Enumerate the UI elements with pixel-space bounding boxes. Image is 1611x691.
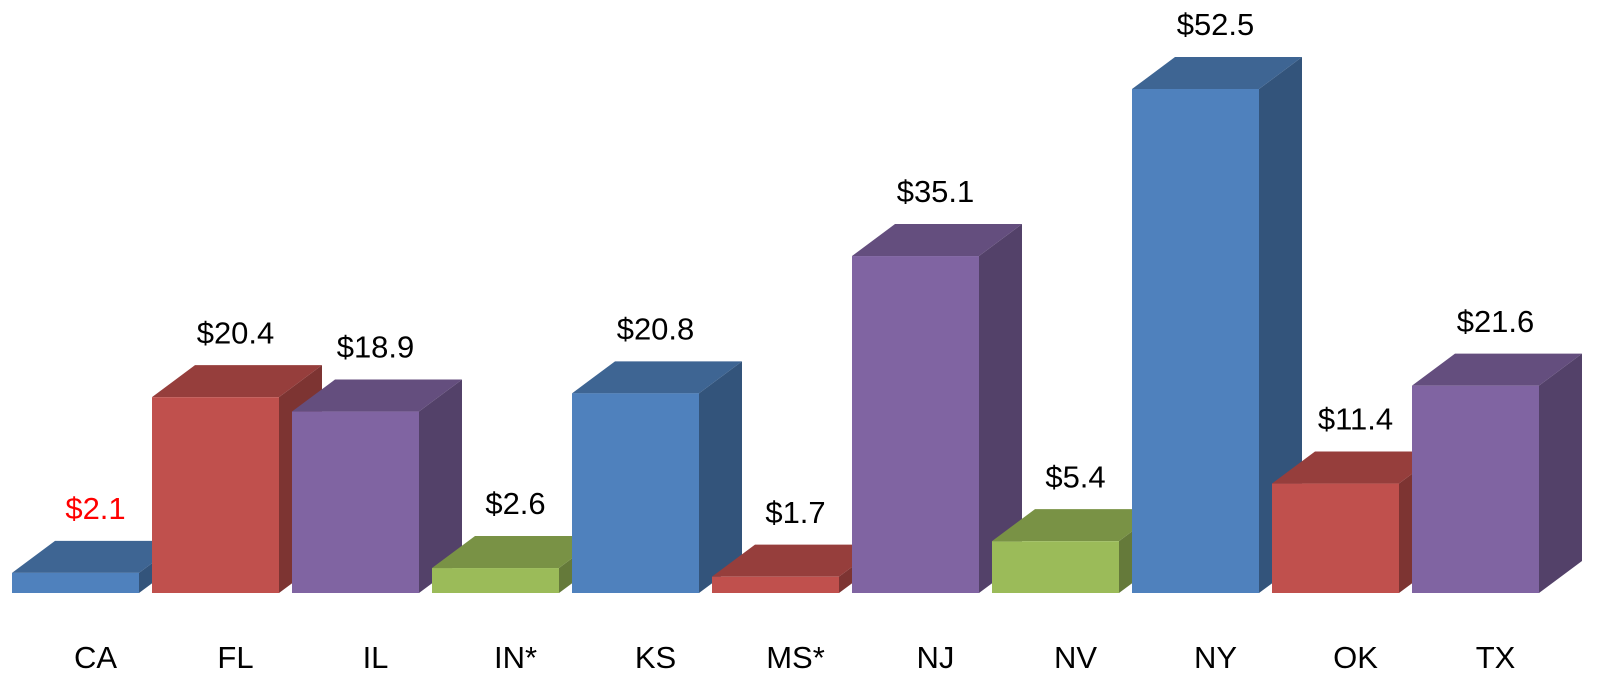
value-label: $11.4 <box>1318 402 1393 437</box>
bar-side <box>1259 57 1302 593</box>
value-label: $35.1 <box>897 174 975 209</box>
x-tick-label: KS <box>635 640 676 675</box>
value-label: $21.6 <box>1457 304 1535 339</box>
bar-top <box>12 540 182 573</box>
bar-top <box>152 365 322 398</box>
x-tick-label: NY <box>1194 640 1237 675</box>
bar-top <box>1132 57 1302 89</box>
bar-top <box>572 361 742 394</box>
bar <box>432 568 559 593</box>
bar <box>1132 89 1259 593</box>
bar-top <box>292 379 462 412</box>
bar-top <box>1412 353 1582 386</box>
bar <box>1412 385 1539 593</box>
bar-side <box>1539 353 1582 593</box>
value-label: $20.4 <box>197 315 275 350</box>
bar <box>992 541 1119 593</box>
value-label: $1.7 <box>765 495 825 530</box>
bar <box>12 572 139 593</box>
x-tick-label: OK <box>1333 640 1378 675</box>
x-tick-label: IL <box>363 640 389 675</box>
x-tick-label: CA <box>74 640 117 675</box>
value-label: $52.5 <box>1177 7 1255 42</box>
value-label: $2.1 <box>65 491 125 526</box>
bar-top <box>992 509 1162 542</box>
value-label: $18.9 <box>337 330 415 365</box>
bar <box>852 256 979 593</box>
bar-side <box>419 379 462 593</box>
bar <box>712 576 839 593</box>
bar <box>292 411 419 593</box>
bar <box>152 397 279 593</box>
value-label: $2.6 <box>485 486 545 521</box>
x-tick-label: NV <box>1054 640 1097 675</box>
bar-top <box>1272 451 1442 484</box>
x-tick-label: TX <box>1476 640 1516 675</box>
bar <box>1272 483 1399 593</box>
x-tick-label: FL <box>217 640 253 675</box>
bar-side <box>979 224 1022 594</box>
x-tick-label: IN* <box>494 640 537 675</box>
value-label: $5.4 <box>1045 459 1105 494</box>
bar-side <box>699 361 742 593</box>
x-tick-label: NJ <box>917 640 955 675</box>
x-tick-label: MS* <box>766 640 825 675</box>
value-label: $20.8 <box>617 312 695 347</box>
bar-top <box>712 544 882 577</box>
bar-top <box>852 224 1022 257</box>
bar <box>572 393 699 593</box>
bar-top <box>432 536 602 569</box>
